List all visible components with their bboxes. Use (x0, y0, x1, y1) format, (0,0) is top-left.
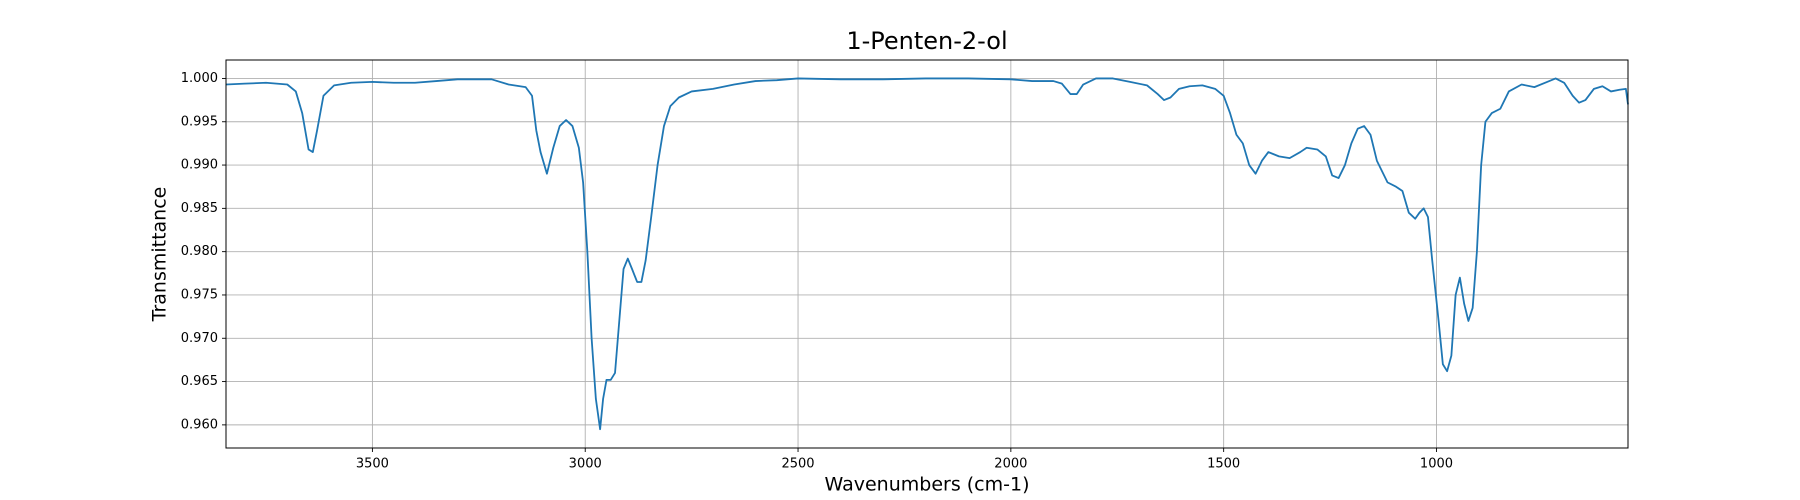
x-tick-label: 3000 (569, 457, 602, 472)
y-tick-label: 0.975 (181, 287, 218, 302)
x-axis-label: Wavenumbers (cm-1) (825, 474, 1030, 496)
spectrum-line (225, 77, 1629, 431)
y-tick-label: 0.985 (181, 201, 218, 216)
x-tick-label: 2500 (781, 457, 814, 472)
chart-title: 1-Penten-2-ol (846, 27, 1007, 55)
y-tick-label: 0.965 (181, 374, 218, 389)
x-tick-label: 3500 (356, 457, 389, 472)
y-tick-label: 0.970 (181, 331, 218, 346)
x-tick-label: 1500 (1207, 457, 1240, 472)
y-tick-label: 0.960 (181, 417, 218, 432)
x-tick-label: 1000 (1420, 457, 1453, 472)
plot-frame (225, 59, 1629, 449)
y-tick-label: 0.980 (181, 244, 218, 259)
y-axis-label: Transmittance (149, 187, 171, 323)
y-tick-label: 0.995 (181, 114, 218, 129)
y-tick-label: 1.000 (181, 71, 218, 86)
x-tick-label: 2000 (994, 457, 1027, 472)
y-tick-label: 0.990 (181, 158, 218, 173)
